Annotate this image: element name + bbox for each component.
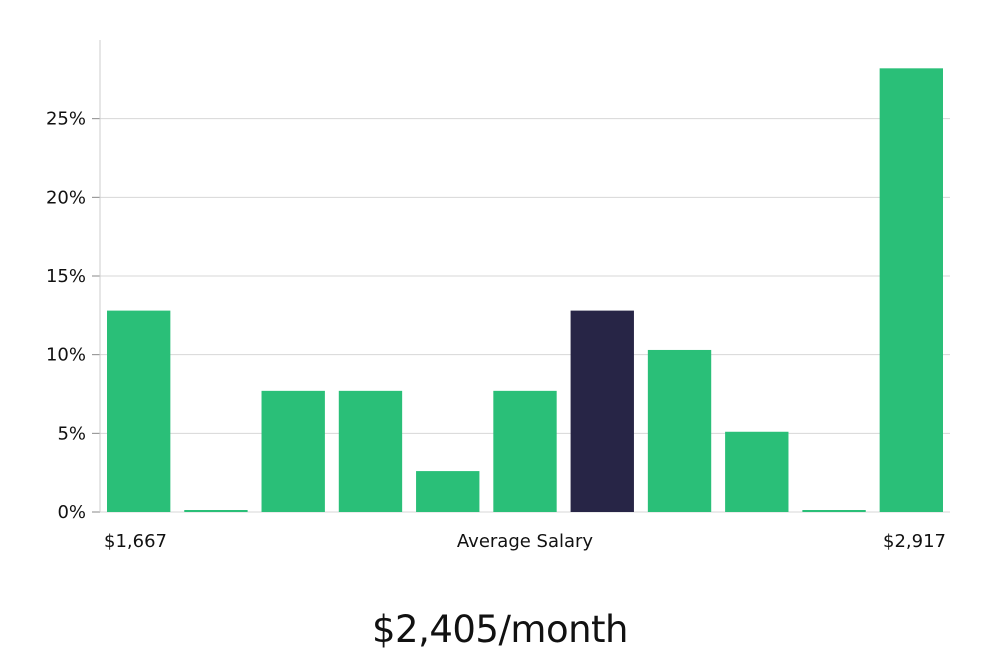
- bar: [647, 349, 712, 512]
- bar: [493, 390, 557, 512]
- y-tick-label: 20%: [46, 187, 86, 208]
- bar-highlighted: [570, 310, 634, 512]
- x-min-label: $1,667: [104, 531, 167, 552]
- y-tick-label: 5%: [57, 423, 86, 444]
- y-axis-ticks: 0% 5% 10% 15% 20% 25%: [46, 109, 100, 523]
- bars: [107, 68, 943, 512]
- bar: [107, 310, 171, 512]
- bar: [338, 390, 403, 512]
- bar: [261, 390, 325, 512]
- x-axis-title: Average Salary: [457, 531, 594, 552]
- average-salary-value: $2,405/month: [371, 608, 629, 651]
- x-max-label: $2,917: [883, 531, 946, 552]
- bar: [184, 510, 248, 512]
- salary-histogram: 0% 5% 10% 15% 20% 25% $1,667 Average Salary $…: [46, 40, 950, 552]
- bar: [725, 431, 789, 512]
- bar: [879, 68, 943, 512]
- bar: [802, 510, 866, 512]
- y-tick-label: 25%: [46, 109, 86, 130]
- y-tick-label: 10%: [46, 345, 86, 366]
- bar: [416, 471, 480, 512]
- y-tick-label: 0%: [57, 502, 86, 523]
- y-tick-label: 15%: [46, 266, 86, 287]
